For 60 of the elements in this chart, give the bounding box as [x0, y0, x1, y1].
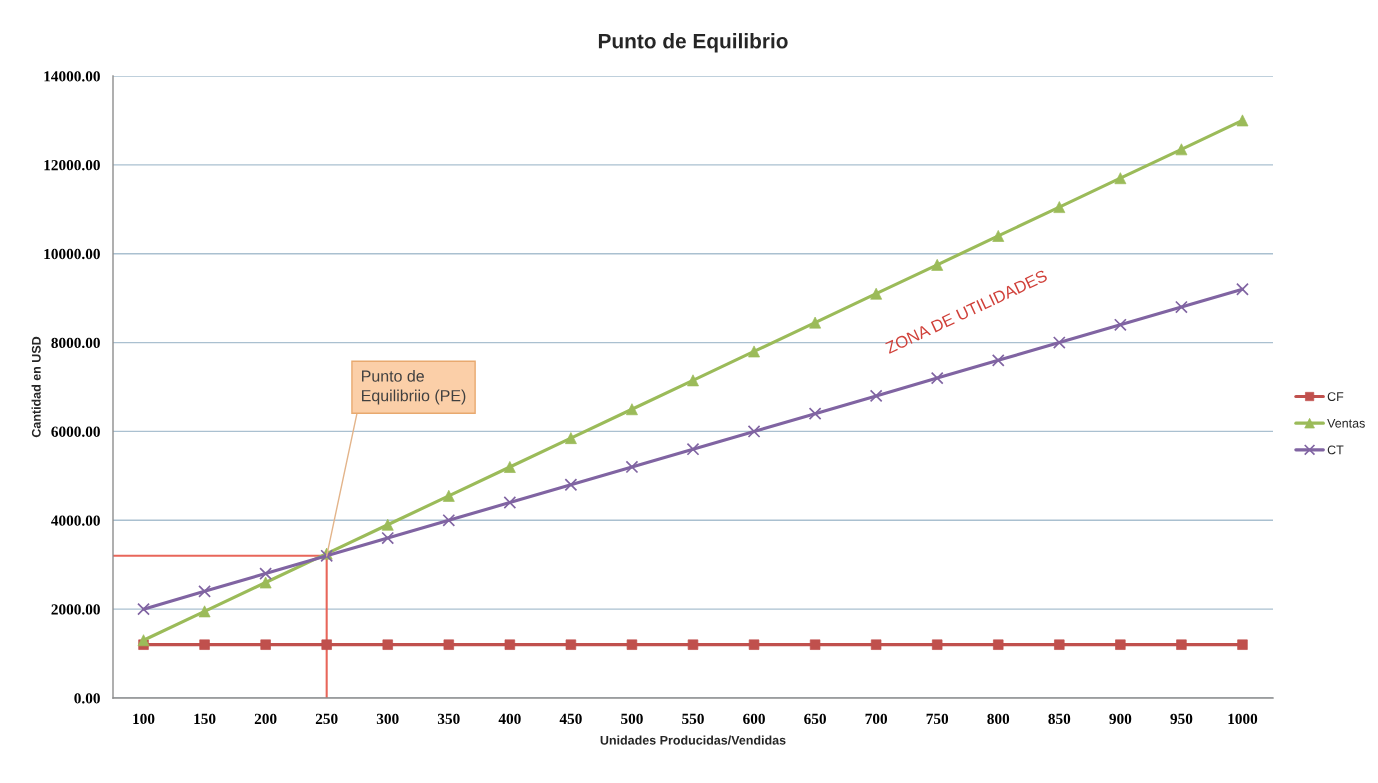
point — [1113, 318, 1127, 332]
y-tick-label: 4000.00 — [51, 515, 100, 526]
point — [259, 567, 273, 580]
annotation: Punto de Equilibriio (PE) — [362, 370, 466, 405]
point — [991, 353, 1005, 367]
point — [687, 639, 699, 650]
x-tick-label: 600 — [743, 713, 765, 725]
y-tick-label: 8000.00 — [51, 337, 100, 349]
y-tick-label: 6000.00 — [51, 426, 100, 437]
y-tick-label: 12000.00 — [44, 160, 100, 171]
point — [747, 425, 761, 438]
point — [686, 442, 700, 456]
x-tick-label: 950 — [1170, 713, 1193, 725]
point — [625, 460, 639, 474]
x-tick-label: 900 — [1109, 713, 1132, 725]
point — [870, 639, 882, 650]
point — [1054, 639, 1065, 650]
x-axis-title: Unidades Producidas/Vendidas — [600, 735, 786, 745]
point — [504, 639, 516, 650]
point — [1052, 336, 1066, 349]
x-tick-label: 200 — [254, 713, 277, 725]
point — [564, 478, 578, 492]
chart-title: Punto de Equilibrio — [598, 33, 788, 53]
x-tick-label: 350 — [437, 713, 460, 725]
x-tick-label: 700 — [865, 713, 888, 725]
x-tick-label: 550 — [682, 713, 704, 725]
point — [869, 389, 883, 403]
x-tick-label: 300 — [376, 713, 399, 725]
x-tick-label: 850 — [1048, 713, 1071, 725]
legend-label: CT — [1327, 445, 1344, 455]
x-tick-label: 450 — [559, 713, 582, 725]
x-tick-label: 650 — [804, 713, 826, 725]
point — [198, 584, 211, 598]
x-tick-label: 800 — [987, 713, 1010, 725]
point — [932, 639, 943, 650]
point — [809, 639, 821, 650]
point — [993, 639, 1004, 650]
x-tick-label: 100 — [133, 713, 155, 725]
point — [930, 371, 944, 385]
legend-label: CF — [1327, 392, 1344, 402]
y-tick-label: 0.00 — [74, 693, 100, 704]
point — [137, 602, 150, 616]
point — [1175, 300, 1188, 314]
point — [382, 639, 393, 650]
x-tick-label: 150 — [194, 713, 216, 725]
point — [1236, 282, 1249, 296]
x-tick-label: 250 — [315, 713, 338, 725]
y-tick-label: 10000.00 — [44, 248, 100, 260]
y-axis-title: Cantidad en USD — [31, 336, 41, 438]
point — [442, 513, 456, 527]
x-tick-label: 1000 — [1228, 713, 1258, 725]
x-tick-label: 750 — [926, 713, 949, 725]
point — [381, 531, 395, 545]
x-tick-label: 400 — [498, 713, 521, 725]
x-tick-label: 500 — [621, 713, 643, 725]
legend-label: Ventas — [1327, 418, 1365, 428]
point — [808, 407, 822, 421]
y-tick-label: 14000.00 — [44, 71, 100, 82]
y-tick-label: 2000.00 — [51, 604, 100, 615]
point — [503, 496, 517, 509]
